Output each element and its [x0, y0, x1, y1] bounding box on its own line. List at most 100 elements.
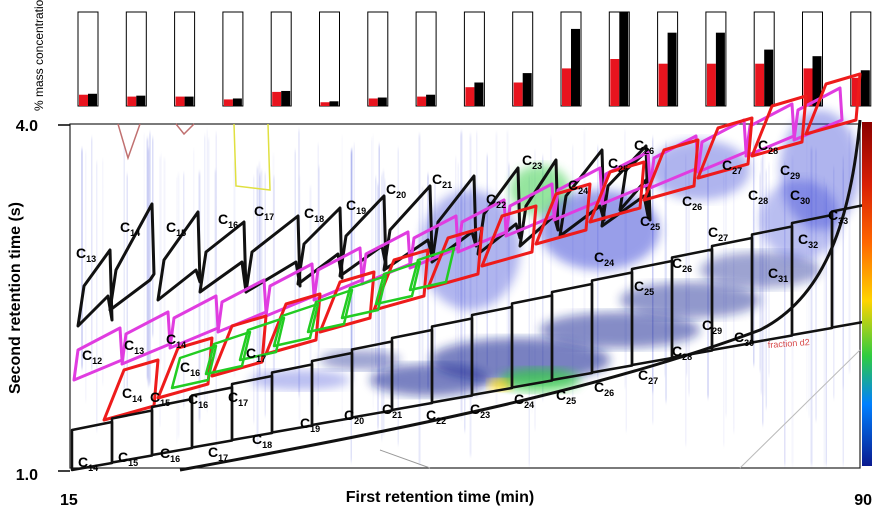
label-black-upper: C24: [568, 177, 588, 196]
label-black-lower: C22: [426, 407, 446, 426]
bar-black: [860, 70, 870, 106]
streak: [317, 166, 321, 351]
signal-blob: [250, 370, 350, 390]
bar-black: [426, 94, 436, 106]
region-polygon: [744, 102, 796, 158]
streak: [176, 173, 181, 438]
bar-black: [474, 82, 484, 106]
bar-red: [320, 102, 330, 106]
region-polygon: [156, 210, 202, 302]
label-black-lower: C18: [252, 431, 272, 450]
label-black-upper: C21: [432, 171, 452, 190]
streak: [373, 177, 378, 366]
label-black-lower: C14: [78, 454, 98, 473]
label-black-upper: C14: [120, 219, 140, 238]
bar-red: [127, 96, 137, 106]
bar-panel-frame: [77, 11, 99, 107]
region-polygon: [372, 248, 430, 312]
signal-blob: [320, 350, 400, 370]
signal-blob: [700, 252, 820, 288]
region-polygon: [198, 220, 248, 294]
region-polygon: [792, 86, 844, 142]
bar-black: [184, 96, 194, 106]
region-polygon: [696, 116, 754, 180]
streak: [255, 167, 260, 446]
label-black-lower: C33: [828, 207, 848, 226]
streak: [84, 151, 88, 402]
streak: [206, 138, 211, 358]
label-black-lower: C17: [208, 444, 228, 463]
region-polygon: [504, 182, 556, 238]
label-green: C16: [180, 359, 200, 378]
region-polygon: [312, 246, 364, 302]
region-polygon: [210, 314, 268, 378]
region-polygon: [204, 330, 252, 376]
region-polygon: [168, 294, 220, 350]
streak: [705, 163, 711, 398]
label-red-lower: C15: [150, 389, 170, 408]
label-black-lower: C23: [470, 401, 490, 420]
label-black-lower: C24: [514, 391, 534, 410]
bar-red: [223, 99, 233, 106]
streak: [79, 148, 85, 369]
bar-panel-frame: [125, 11, 147, 107]
bars-ylabel: % mass concentration: [32, 0, 46, 111]
region-polygon: [76, 248, 114, 328]
y-tick-bottom: 1.0: [16, 467, 38, 484]
bar-black: [619, 12, 629, 106]
bar-red: [755, 63, 765, 106]
bar-black: [812, 56, 822, 106]
carbon-number-labels: C13 C14 C15 C16 C17 C18 C19 C20 C21 C22 C23 C24 C25 C…: [76, 137, 848, 473]
region-polygon: [120, 310, 172, 366]
signal-blob: [420, 190, 520, 310]
streak: [192, 149, 195, 350]
streak: [175, 177, 178, 443]
region-polygon: [374, 260, 422, 306]
label-black-lower: C27: [638, 367, 658, 386]
label-black-upper: C16: [218, 211, 238, 230]
label-red-upper: C24: [594, 249, 614, 268]
label-red-upper: C26: [672, 255, 692, 274]
region-polygon: [426, 226, 484, 290]
label-black-lower: C30: [734, 329, 754, 348]
region-polygon: [534, 182, 592, 246]
streak: [146, 148, 151, 386]
label-magenta: C27: [722, 157, 742, 176]
streak: [182, 173, 186, 407]
group-regions: [70, 72, 872, 472]
label-black-lower: C26: [594, 379, 614, 398]
y-axis-label: Second retention time (s): [7, 202, 24, 394]
region-polygon: [430, 174, 478, 264]
grey-line: [739, 349, 861, 469]
lower-boundary: [179, 119, 862, 472]
bar-red: [79, 94, 88, 106]
label-red-upper: C28: [748, 187, 768, 206]
signal-blob: [540, 312, 700, 348]
grey-line: [379, 449, 431, 469]
region-polygon: [272, 302, 320, 348]
marker-box: [233, 123, 271, 191]
region-polygon: [552, 166, 604, 222]
region-polygon: [804, 72, 862, 136]
bar-red: [417, 96, 427, 106]
streak: [162, 158, 167, 385]
region-polygon: [170, 344, 218, 390]
region-polygon: [102, 358, 160, 422]
region-polygon: [72, 326, 124, 382]
streak: [143, 134, 146, 357]
region-polygon: [306, 288, 354, 334]
bar-black: [667, 32, 677, 106]
region-polygon: [244, 214, 302, 294]
bar-black: [281, 90, 291, 106]
label-black-upper: C17: [254, 203, 274, 222]
bar-red: [851, 77, 861, 106]
region-polygon: [476, 166, 522, 256]
y-tick-top: 4.0: [16, 118, 38, 135]
streak: [89, 137, 94, 371]
region-polygon: [408, 246, 456, 292]
label-black-upper: C22: [486, 191, 506, 210]
streak: [760, 154, 765, 425]
region-polygon: [156, 336, 214, 400]
label-red-lower: C14: [122, 385, 142, 404]
